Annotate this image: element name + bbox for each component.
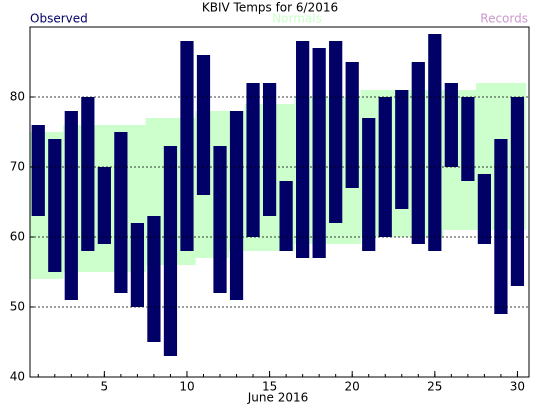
- legend-label: Observed: [30, 12, 88, 26]
- observed-bar: [510, 97, 525, 286]
- observed-bar: [329, 41, 343, 223]
- observed-bar: [312, 48, 326, 258]
- observed-bar: [229, 111, 244, 300]
- observed-bar: [48, 139, 62, 272]
- x-tick-label: 25: [427, 380, 442, 394]
- observed-bar: [362, 118, 376, 251]
- observed-bar: [411, 62, 425, 244]
- plot-frame: [29, 26, 530, 378]
- x-tick-label: 30: [510, 380, 525, 394]
- x-tick-label: 5: [101, 380, 109, 394]
- y-tick-label: 50: [10, 300, 25, 314]
- y-tick-label: 80: [10, 90, 25, 104]
- chart-title: KBIV Temps for 6/2016: [202, 1, 338, 15]
- observed-bar: [81, 97, 95, 251]
- observed-bar: [163, 146, 178, 356]
- y-tick-label: 60: [10, 230, 25, 244]
- y-tick-label: 70: [10, 160, 25, 174]
- observed-bar: [213, 146, 227, 293]
- legend-label: Normals: [272, 12, 322, 26]
- x-axis-label: June 2016: [247, 391, 309, 405]
- observed-bar: [246, 83, 260, 237]
- observed-bar: [130, 223, 145, 307]
- observed-bar: [114, 132, 128, 293]
- x-tick-label: 20: [345, 380, 360, 394]
- observed-bar: [296, 41, 310, 258]
- x-tick-label: 10: [179, 380, 194, 394]
- observed-bar: [494, 139, 508, 314]
- observed-bar: [196, 55, 211, 195]
- observed-bar: [31, 125, 45, 216]
- observed-bar: [147, 216, 161, 342]
- x-tick-label: 15: [262, 380, 277, 394]
- observed-bar: [180, 41, 194, 251]
- observed-bar: [444, 83, 458, 167]
- observed-bar: [64, 111, 78, 300]
- observed-bar: [395, 90, 409, 209]
- observed-bar: [279, 181, 293, 251]
- observed-bar: [378, 97, 392, 237]
- y-tick-label: 40: [10, 370, 25, 384]
- observed-bar: [477, 174, 491, 244]
- observed-bar: [345, 62, 359, 188]
- observed-bar: [428, 34, 442, 251]
- legend-label: Records: [480, 12, 528, 26]
- observed-bar: [262, 83, 277, 216]
- observed-bar: [97, 167, 111, 244]
- observed-bar: [461, 97, 475, 181]
